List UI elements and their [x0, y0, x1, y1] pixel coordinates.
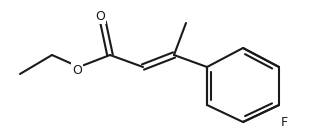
Text: F: F: [280, 115, 288, 129]
Text: O: O: [72, 64, 82, 76]
Text: O: O: [95, 10, 105, 22]
